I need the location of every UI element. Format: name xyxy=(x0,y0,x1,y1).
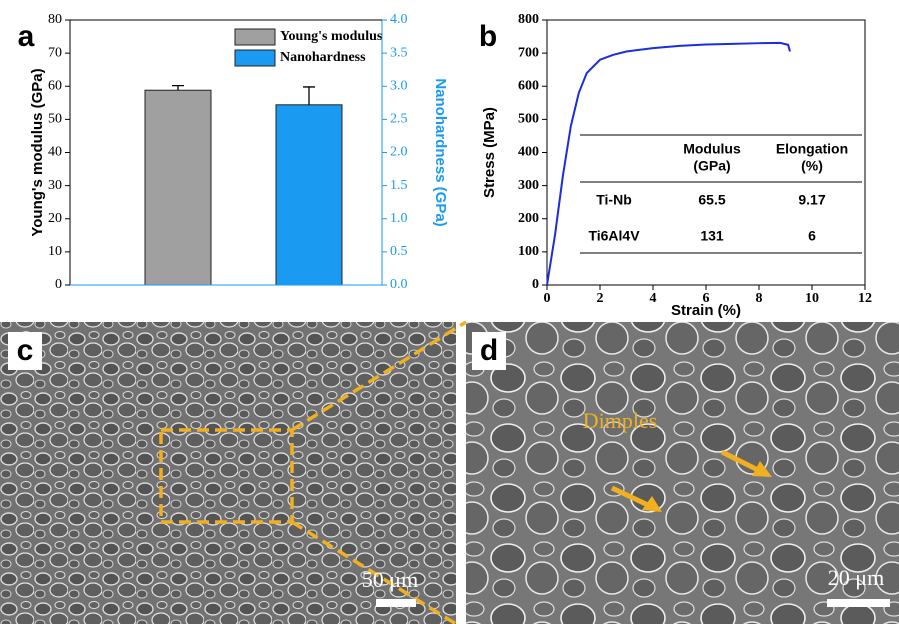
y-axis-title: Young's modulus (GPa) xyxy=(29,68,46,236)
annotation: Dimples xyxy=(583,408,658,433)
table-cell: 9.17 xyxy=(798,192,825,208)
y-tick-label: 10 xyxy=(48,244,62,259)
y-tick-label: 50 xyxy=(48,112,62,127)
table-cell: 131 xyxy=(700,228,724,244)
table-header: (%) xyxy=(801,158,823,174)
y2-axis-title: Nanohardness (GPa) xyxy=(432,78,449,226)
panel-label: a xyxy=(18,20,35,53)
y2-tick-label: 2.0 xyxy=(390,145,408,160)
y-axis-title: Stress (MPa) xyxy=(481,107,498,198)
table-cell: 65.5 xyxy=(698,192,725,208)
y-tick-label: 70 xyxy=(48,45,62,60)
y-tick-label: 60 xyxy=(48,78,62,93)
legend-label: Young's modulus xyxy=(280,29,383,44)
x-tick-label: 10 xyxy=(805,291,819,306)
y2-tick-label: 3.5 xyxy=(390,45,408,60)
error-bar xyxy=(303,86,315,105)
sem-image-c: c 50 μm xyxy=(0,320,467,624)
y-tick-label: 100 xyxy=(518,244,539,259)
bar xyxy=(275,104,343,286)
scale-bar-label: 50 μm xyxy=(362,567,418,592)
y-tick-label: 0 xyxy=(55,277,62,292)
y-tick-label: 30 xyxy=(48,178,62,193)
y-tick-label: 40 xyxy=(48,145,62,160)
table-cell: Ti6Al4V xyxy=(588,228,640,244)
y-tick-label: 500 xyxy=(518,112,539,127)
x-tick-label: 2 xyxy=(597,291,604,306)
table-header: (GPa) xyxy=(693,158,730,174)
y2-tick-label: 1.5 xyxy=(390,178,408,193)
line xyxy=(546,41,791,286)
table-cell: 6 xyxy=(808,228,816,244)
y-tick-label: 600 xyxy=(518,78,539,93)
table-cell: Ti-Nb xyxy=(596,192,632,208)
y-tick-label: 80 xyxy=(48,12,62,27)
legend-swatch xyxy=(234,49,276,67)
x-tick-label: 0 xyxy=(544,291,551,306)
legend-swatch xyxy=(234,28,276,46)
x-tick-label: 6 xyxy=(703,291,710,306)
bar xyxy=(144,89,212,286)
y2-tick-label: 1.0 xyxy=(390,211,408,226)
plot-frame xyxy=(546,19,866,286)
y-tick-label: 800 xyxy=(518,12,539,27)
table-header: Elongation xyxy=(776,141,848,157)
x-axis-title: Strain (%) xyxy=(671,302,741,319)
scale-bar-label: 20 μm xyxy=(828,565,884,590)
panel-label: b xyxy=(479,20,497,53)
y-tick-label: 400 xyxy=(518,145,539,160)
y2-tick-label: 3.0 xyxy=(390,78,408,93)
x-tick-label: 8 xyxy=(756,291,763,306)
y-tick-label: 300 xyxy=(518,178,539,193)
error-bar xyxy=(172,84,184,91)
y2-tick-label: 2.5 xyxy=(390,112,408,127)
y2-tick-label: 0.5 xyxy=(390,244,408,259)
x-tick-label: 12 xyxy=(858,291,872,306)
sem-image-d: d Dimples 20 μm xyxy=(466,322,899,624)
y2-tick-label: 0.0 xyxy=(390,277,408,292)
panel-label: c xyxy=(17,334,34,367)
panel-label: d xyxy=(480,334,498,367)
table-header: Modulus xyxy=(683,141,741,157)
y-tick-label: 0 xyxy=(532,277,539,292)
legend-label: Nanohardness xyxy=(280,50,366,65)
y-tick-label: 700 xyxy=(518,45,539,60)
y-tick-label: 20 xyxy=(48,211,62,226)
y2-tick-label: 4.0 xyxy=(390,12,408,27)
y-tick-label: 200 xyxy=(518,211,539,226)
x-tick-label: 4 xyxy=(650,291,657,306)
